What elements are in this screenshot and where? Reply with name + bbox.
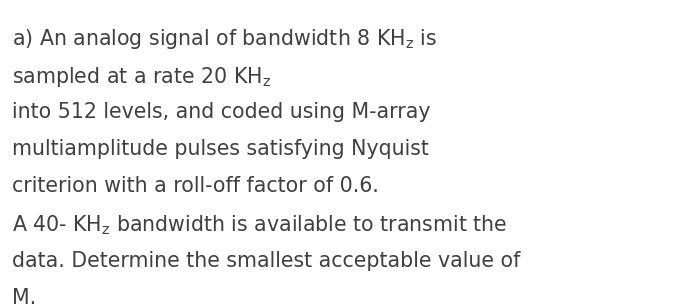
- Text: into 512 levels, and coded using M-array: into 512 levels, and coded using M-array: [12, 102, 431, 122]
- Text: criterion with a roll-off factor of 0.6.: criterion with a roll-off factor of 0.6.: [12, 176, 379, 196]
- Text: M.: M.: [12, 288, 36, 305]
- Text: a) An analog signal of bandwidth 8 $\mathregular{KH_z}$ is: a) An analog signal of bandwidth 8 $\mat…: [12, 27, 437, 52]
- Text: data. Determine the smallest acceptable value of: data. Determine the smallest acceptable …: [12, 251, 520, 271]
- Text: sampled at a rate 20 $\mathregular{KH_z}$: sampled at a rate 20 $\mathregular{KH_z}…: [12, 65, 271, 89]
- Text: multiamplitude pulses satisfying Nyquist: multiamplitude pulses satisfying Nyquist: [12, 139, 429, 159]
- Text: A 40- $\mathregular{KH_z}$ bandwidth is available to transmit the: A 40- $\mathregular{KH_z}$ bandwidth is …: [12, 214, 507, 237]
